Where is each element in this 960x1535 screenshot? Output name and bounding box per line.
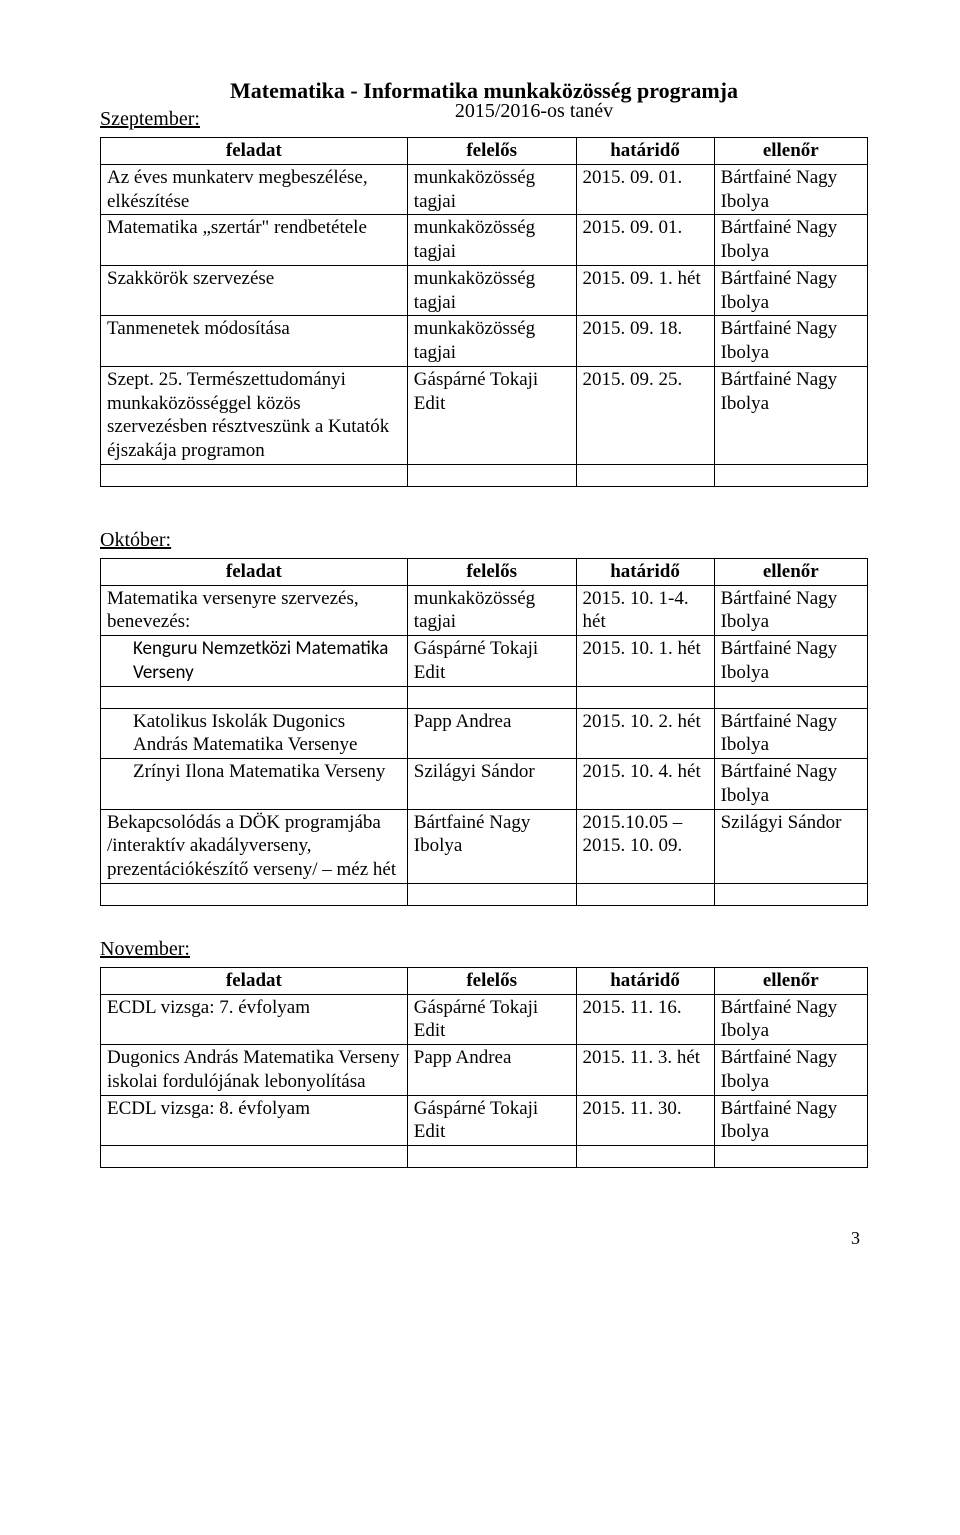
cell-feladat: Bekapcsolódás a DÖK programjába /interak…: [101, 809, 408, 883]
cell-feladat: Matematika versenyre szervezés, benevezé…: [101, 585, 408, 636]
table-blank-row: [101, 686, 868, 708]
th-felelos: felelős: [407, 138, 576, 165]
cell-felelos: munkaközösség tagjai: [407, 316, 576, 367]
document-subtitle: 2015/2016-os tanév: [200, 100, 868, 129]
cell-feladat: Katolikus Iskolák Dugonics András Matema…: [101, 708, 408, 759]
table-october: feladat felelős határidő ellenőr Matemat…: [100, 558, 868, 906]
table-row: Matematika „szertár" rendbetétele munkak…: [101, 215, 868, 266]
table-blank-row: [101, 883, 868, 905]
cell-hatarido: 2015. 10. 1. hét: [576, 636, 714, 687]
cell-ellenor: Bártfainé Nagy Ibolya: [714, 265, 867, 316]
cell-felelos: Szilágyi Sándor: [407, 759, 576, 810]
cell-felelos: Bártfainé Nagy Ibolya: [407, 809, 576, 883]
th-ellenor: ellenőr: [714, 138, 867, 165]
table-row: ECDL vizsga: 8. évfolyam Gáspárné Tokaji…: [101, 1095, 868, 1146]
th-ellenor: ellenőr: [714, 558, 867, 585]
cell-felelos: munkaközösség tagjai: [407, 265, 576, 316]
cell-ellenor: Bártfainé Nagy Ibolya: [714, 585, 867, 636]
table-row: Tanmenetek módosítása munkaközösség tagj…: [101, 316, 868, 367]
cell-felelos: Gáspárné Tokaji Edit: [407, 1095, 576, 1146]
table-row: Szept. 25. Természettudományi munkaközös…: [101, 366, 868, 464]
table-blank-row: [101, 1146, 868, 1168]
cell-ellenor: Bártfainé Nagy Ibolya: [714, 1045, 867, 1096]
cell-hatarido: 2015. 10. 2. hét: [576, 708, 714, 759]
cell-felelos: munkaközösség tagjai: [407, 585, 576, 636]
cell-ellenor: Bártfainé Nagy Ibolya: [714, 366, 867, 464]
cell-feladat: Dugonics András Matematika Verseny iskol…: [101, 1045, 408, 1096]
table-november: feladat felelős határidő ellenőr ECDL vi…: [100, 967, 868, 1168]
th-feladat: feladat: [101, 138, 408, 165]
table-header-row: feladat felelős határidő ellenőr: [101, 558, 868, 585]
table-row: Szakkörök szervezése munkaközösség tagja…: [101, 265, 868, 316]
cell-felelos: Gáspárné Tokaji Edit: [407, 366, 576, 464]
table-header-row: feladat felelős határidő ellenőr: [101, 967, 868, 994]
cell-felelos: munkaközösség tagjai: [407, 164, 576, 215]
cell-feladat: Szakkörök szervezése: [101, 265, 408, 316]
cell-ellenor: Szilágyi Sándor: [714, 809, 867, 883]
cell-hatarido: 2015. 09. 1. hét: [576, 265, 714, 316]
cell-feladat: Zrínyi Ilona Matematika Verseny: [101, 759, 408, 810]
month-heading-october: Október:: [100, 529, 868, 552]
cell-hatarido: 2015. 09. 25.: [576, 366, 714, 464]
cell-ellenor: Bártfainé Nagy Ibolya: [714, 1095, 867, 1146]
cell-ellenor: Bártfainé Nagy Ibolya: [714, 636, 867, 687]
cell-feladat: Tanmenetek módosítása: [101, 316, 408, 367]
table-row: Dugonics András Matematika Verseny iskol…: [101, 1045, 868, 1096]
page-number: 3: [100, 1228, 868, 1249]
table-september: feladat felelős határidő ellenőr Az éves…: [100, 137, 868, 487]
th-hatarido: határidő: [576, 558, 714, 585]
th-felelos: felelős: [407, 558, 576, 585]
th-feladat: feladat: [101, 558, 408, 585]
cell-felelos: Gáspárné Tokaji Edit: [407, 636, 576, 687]
cell-felelos: Papp Andrea: [407, 1045, 576, 1096]
th-felelos: felelős: [407, 967, 576, 994]
cell-hatarido: 2015. 10. 1-4. hét: [576, 585, 714, 636]
table-row: Kenguru Nemzetközi Matematika Verseny Gá…: [101, 636, 868, 687]
cell-ellenor: Bártfainé Nagy Ibolya: [714, 708, 867, 759]
th-hatarido: határidő: [576, 138, 714, 165]
cell-felelos: munkaközösség tagjai: [407, 215, 576, 266]
cell-hatarido: 2015. 10. 4. hét: [576, 759, 714, 810]
cell-feladat: ECDL vizsga: 7. évfolyam: [101, 994, 408, 1045]
table-row: Katolikus Iskolák Dugonics András Matema…: [101, 708, 868, 759]
cell-ellenor: Bártfainé Nagy Ibolya: [714, 759, 867, 810]
table-row: Matematika versenyre szervezés, benevezé…: [101, 585, 868, 636]
cell-hatarido: 2015. 11. 3. hét: [576, 1045, 714, 1096]
cell-ellenor: Bártfainé Nagy Ibolya: [714, 994, 867, 1045]
table-row: ECDL vizsga: 7. évfolyam Gáspárné Tokaji…: [101, 994, 868, 1045]
table-row: Zrínyi Ilona Matematika Verseny Szilágyi…: [101, 759, 868, 810]
th-hatarido: határidő: [576, 967, 714, 994]
cell-feladat: Az éves munkaterv megbeszélése, elkészít…: [101, 164, 408, 215]
table-header-row: feladat felelős határidő ellenőr: [101, 138, 868, 165]
table-row: Bekapcsolódás a DÖK programjába /interak…: [101, 809, 868, 883]
th-feladat: feladat: [101, 967, 408, 994]
cell-felelos: Papp Andrea: [407, 708, 576, 759]
cell-ellenor: Bártfainé Nagy Ibolya: [714, 215, 867, 266]
cell-felelos: Gáspárné Tokaji Edit: [407, 994, 576, 1045]
cell-feladat: ECDL vizsga: 8. évfolyam: [101, 1095, 408, 1146]
cell-hatarido: 2015.10.05 – 2015. 10. 09.: [576, 809, 714, 883]
th-ellenor: ellenőr: [714, 967, 867, 994]
month-heading-november: November:: [100, 938, 868, 961]
cell-hatarido: 2015. 09. 01.: [576, 215, 714, 266]
cell-hatarido: 2015. 09. 01.: [576, 164, 714, 215]
month-heading-september: Szeptember:: [100, 108, 200, 131]
cell-hatarido: 2015. 11. 30.: [576, 1095, 714, 1146]
cell-feladat: Szept. 25. Természettudományi munkaközös…: [101, 366, 408, 464]
cell-hatarido: 2015. 09. 18.: [576, 316, 714, 367]
table-blank-row: [101, 464, 868, 486]
cell-feladat: Kenguru Nemzetközi Matematika Verseny: [101, 636, 408, 687]
cell-ellenor: Bártfainé Nagy Ibolya: [714, 164, 867, 215]
table-row: Az éves munkaterv megbeszélése, elkészít…: [101, 164, 868, 215]
cell-ellenor: Bártfainé Nagy Ibolya: [714, 316, 867, 367]
cell-hatarido: 2015. 11. 16.: [576, 994, 714, 1045]
cell-feladat: Matematika „szertár" rendbetétele: [101, 215, 408, 266]
